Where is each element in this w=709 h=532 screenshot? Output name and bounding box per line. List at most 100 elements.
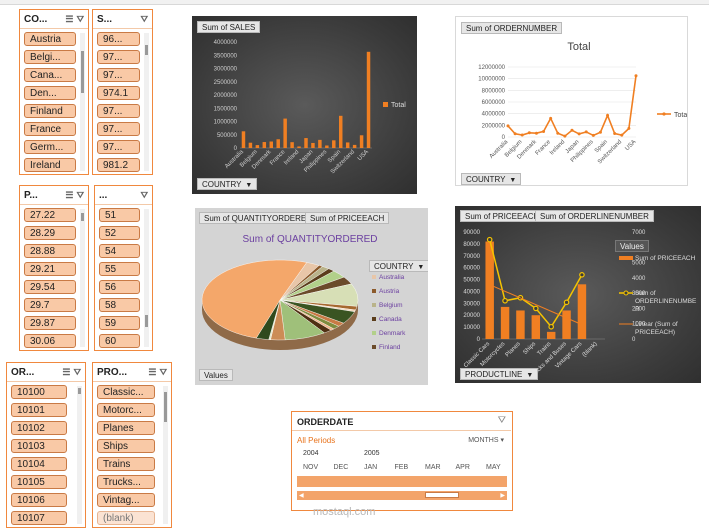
slicer-item[interactable]: 10105 bbox=[11, 475, 67, 489]
scroll-left-icon[interactable]: ◀ bbox=[299, 493, 304, 499]
slicer-item[interactable]: 97... bbox=[97, 104, 140, 118]
slicer-item[interactable]: 27.22 bbox=[24, 208, 76, 222]
slicer-item[interactable]: Ireland bbox=[24, 158, 76, 172]
slicer-item[interactable]: Trains bbox=[97, 457, 155, 471]
slicer-item[interactable]: 10102 bbox=[11, 421, 67, 435]
slicer-scrollbar[interactable] bbox=[77, 386, 82, 524]
values-button[interactable]: Values bbox=[199, 369, 233, 381]
slicer-item[interactable]: 29.87 bbox=[24, 316, 76, 330]
slicer-item[interactable]: Belgi... bbox=[24, 50, 76, 64]
slicer-quantity[interactable]: ... ⛛ 51 52 54 55 56 58 59 60 bbox=[94, 185, 153, 351]
slicer-item[interactable]: 981.2 bbox=[97, 158, 140, 172]
slicer-item[interactable]: 28.88 bbox=[24, 244, 76, 258]
slicer-item[interactable]: 10103 bbox=[11, 439, 67, 453]
axis-button-productline[interactable]: PRODUCTLINE ▼ bbox=[460, 368, 539, 380]
clear-filter-icon[interactable]: ⛛ bbox=[73, 366, 81, 377]
timeline-selection-bar[interactable] bbox=[297, 476, 507, 487]
slicer-country[interactable]: CO... ☰ ⛛ Austria Belgi... Cana... Den..… bbox=[19, 9, 89, 175]
clear-filter-icon[interactable]: ⛛ bbox=[497, 415, 506, 426]
ordernumber-chart[interactable]: Sum of ORDERNUMBER Total 0 2000000 4000000 6… bbox=[455, 16, 688, 186]
field-button-orderlinenumber[interactable]: Sum of ORDERLINENUMBER bbox=[535, 210, 654, 222]
slicer-item[interactable]: 28.29 bbox=[24, 226, 76, 240]
axis-button-country[interactable]: COUNTRY ▼ bbox=[461, 173, 522, 185]
slicer-item[interactable]: 97... bbox=[97, 50, 140, 64]
slicer-item[interactable]: 97... bbox=[97, 140, 140, 154]
slicer-item[interactable]: Planes bbox=[97, 421, 155, 435]
field-button-quantity[interactable]: Sum of QUANTITYORDERED bbox=[199, 212, 318, 224]
timeline-month[interactable]: JAN bbox=[364, 464, 378, 471]
slicer-item[interactable]: 96... bbox=[97, 32, 140, 46]
slicer-item[interactable]: 58 bbox=[99, 298, 140, 312]
slicer-item[interactable]: Trucks... bbox=[97, 475, 155, 489]
slicer-item[interactable]: 10100 bbox=[11, 385, 67, 399]
timeline-month[interactable]: MAY bbox=[486, 464, 501, 471]
slicer-item[interactable]: 10101 bbox=[11, 403, 67, 417]
timeline-scroll-thumb[interactable] bbox=[425, 492, 459, 498]
productline-combo-chart[interactable]: Sum of PRICEEACH Sum of ORDERLINENUMBER … bbox=[455, 206, 701, 383]
clear-filter-icon[interactable]: ⛛ bbox=[140, 189, 148, 200]
timeline-month[interactable]: DEC bbox=[333, 464, 349, 471]
slicer-item[interactable]: 29.54 bbox=[24, 280, 76, 294]
quantity-pie-chart[interactable]: Sum of QUANTITYORDERED Sum of PRICEEACH … bbox=[195, 208, 428, 385]
timeline-month[interactable]: FEB bbox=[394, 464, 409, 471]
slicer-item[interactable]: Classic... bbox=[97, 385, 155, 399]
slicer-item[interactable]: Motorc... bbox=[97, 403, 155, 417]
orderdate-timeline[interactable]: ORDERDATE ⛛ All Periods MONTHS ▾ 2004 20… bbox=[291, 411, 513, 511]
field-button-ordernumber[interactable]: Sum of ORDERNUMBER bbox=[461, 22, 563, 34]
slicer-item[interactable]: 974.1 bbox=[97, 86, 140, 100]
clear-filter-icon[interactable]: ⛛ bbox=[159, 366, 167, 377]
slicer-item[interactable]: Germ... bbox=[24, 140, 76, 154]
slicer-item[interactable]: France bbox=[24, 122, 76, 136]
slicer-item[interactable]: Vintag... bbox=[97, 493, 155, 507]
timeline-month[interactable]: MAR bbox=[425, 464, 441, 471]
slicer-item[interactable]: (blank) bbox=[97, 511, 155, 525]
slicer-item[interactable]: Ships bbox=[97, 439, 155, 453]
slicer-item[interactable]: 52 bbox=[99, 226, 140, 240]
slicer-item[interactable]: 51 bbox=[99, 208, 140, 222]
slicer-item[interactable]: 60 bbox=[99, 334, 140, 348]
multi-select-icon[interactable]: ☰ bbox=[62, 366, 71, 377]
sales-chart[interactable]: Sum of SALES 0 500000 1000000 1500000 200000… bbox=[192, 16, 417, 194]
slicer-item[interactable]: 10107 bbox=[11, 511, 67, 525]
timeline-scrollbar[interactable]: ◀ ▶ bbox=[297, 491, 507, 500]
clear-filter-icon[interactable]: ⛛ bbox=[140, 13, 148, 24]
slicer-scrollbar[interactable] bbox=[144, 33, 149, 171]
slicer-item[interactable]: 10106 bbox=[11, 493, 67, 507]
legend-button-country[interactable]: COUNTRY ▼ bbox=[369, 260, 428, 272]
slicer-item[interactable]: 29.7 bbox=[24, 298, 76, 312]
slicer-scrollbar[interactable] bbox=[80, 33, 85, 171]
multi-select-icon[interactable]: ☰ bbox=[65, 13, 74, 24]
slicer-item[interactable]: 54 bbox=[99, 244, 140, 258]
slicer-item[interactable]: 55 bbox=[99, 262, 140, 276]
slicer-scrollbar[interactable] bbox=[163, 386, 168, 524]
slicer-item[interactable]: Finland bbox=[24, 104, 76, 118]
slicer-productline[interactable]: PRO... ☰ ⛛ Classic... Motorc... Planes S… bbox=[92, 362, 172, 528]
slicer-item[interactable]: 97... bbox=[97, 68, 140, 82]
slicer-item[interactable]: 30.06 bbox=[24, 334, 76, 348]
slicer-item[interactable]: 29.21 bbox=[24, 262, 76, 276]
slicer-item[interactable]: 10104 bbox=[11, 457, 67, 471]
multi-select-icon[interactable]: ☰ bbox=[148, 366, 157, 377]
slicer-item[interactable]: 56 bbox=[99, 280, 140, 294]
scroll-right-icon[interactable]: ▶ bbox=[500, 493, 505, 499]
slicer-sales[interactable]: S... ⛛ 96... 97... 97... 974.1 97... 97.… bbox=[92, 9, 153, 175]
slicer-item[interactable]: Den... bbox=[24, 86, 76, 100]
clear-filter-icon[interactable]: ⛛ bbox=[76, 13, 84, 24]
field-button-priceeach[interactable]: Sum of PRICEEACH bbox=[305, 212, 390, 224]
slicer-item[interactable]: 97... bbox=[97, 122, 140, 136]
axis-button-country[interactable]: COUNTRY ▼ bbox=[197, 178, 258, 190]
multi-select-icon[interactable]: ☰ bbox=[65, 189, 74, 200]
timeline-level-selector[interactable]: MONTHS ▾ bbox=[468, 436, 504, 444]
field-button-sales[interactable]: Sum of SALES bbox=[197, 21, 261, 33]
slicer-item[interactable]: Cana... bbox=[24, 68, 76, 82]
slicer-ordernumber[interactable]: OR... ☰ ⛛ 10100 10101 10102 10103 10104 … bbox=[6, 362, 86, 528]
slicer-scrollbar[interactable] bbox=[80, 209, 85, 347]
slicer-item[interactable]: Austria bbox=[24, 32, 76, 46]
timeline-month[interactable]: APR bbox=[455, 464, 470, 471]
clear-filter-icon[interactable]: ⛛ bbox=[76, 189, 84, 200]
slicer-priceeach[interactable]: P... ☰ ⛛ 27.22 28.29 28.88 29.21 29.54 2… bbox=[19, 185, 89, 351]
timeline-month[interactable]: NOV bbox=[303, 464, 319, 471]
slicer-item[interactable]: 59 bbox=[99, 316, 140, 330]
slicer-scrollbar[interactable] bbox=[144, 209, 149, 347]
legend-values-header[interactable]: Values bbox=[615, 240, 649, 252]
